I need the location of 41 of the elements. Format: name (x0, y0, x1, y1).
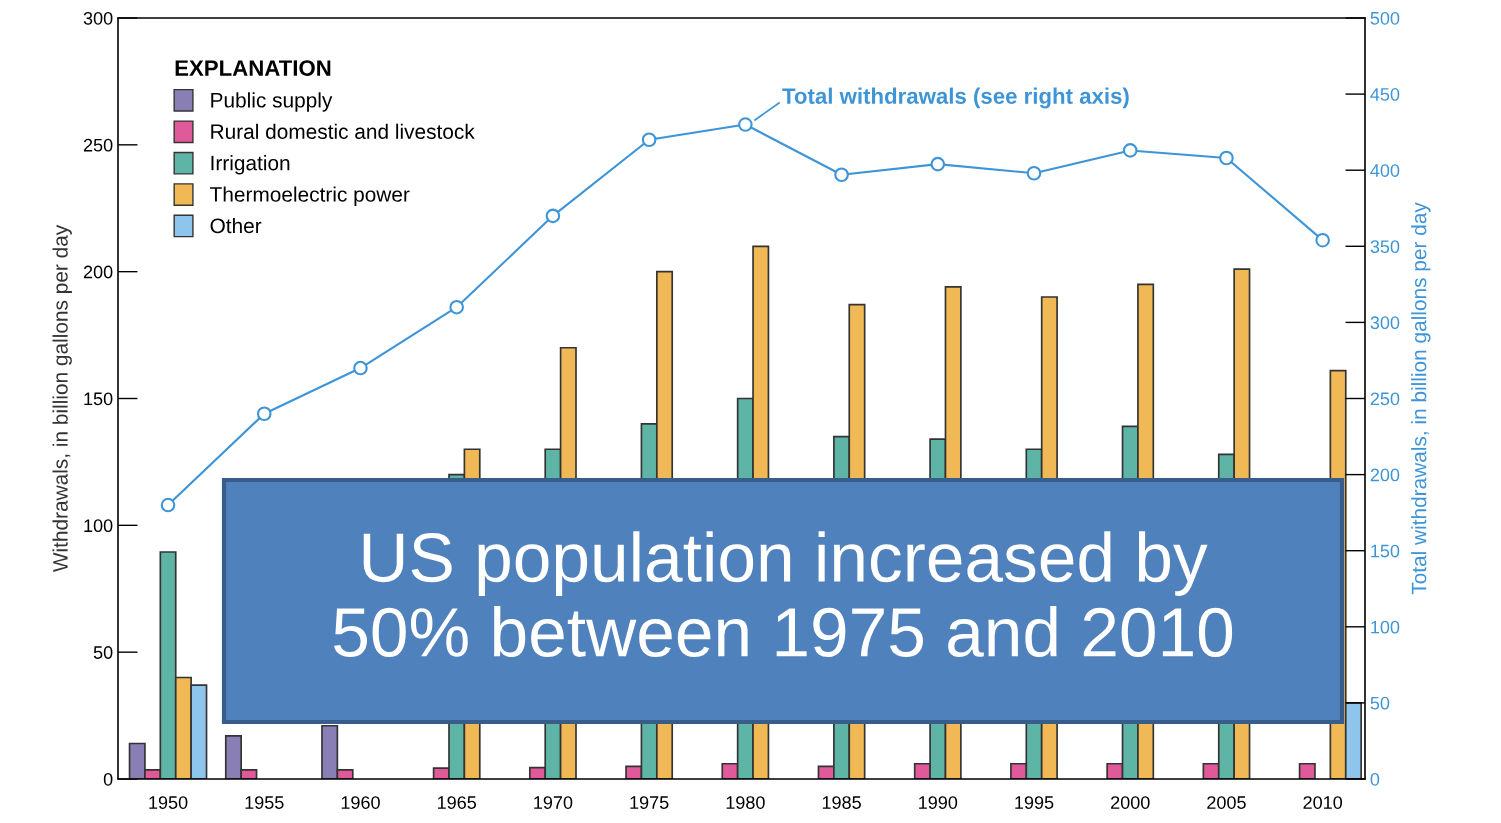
y2-tick-label: 200 (1370, 468, 1400, 482)
x-tick-label: 2000 (1111, 796, 1150, 809)
y-axis-title: Withdrawals, in billion gallons per day (52, 224, 72, 573)
y-tick-label: 150 (84, 392, 113, 406)
x-tick-label: 1990 (919, 796, 958, 809)
y2-tick-label: 0 (1370, 772, 1380, 786)
legend-label: Rural domestic and livestock (211, 123, 475, 139)
y2-tick-label: 500 (1370, 11, 1400, 25)
y-tick-label: 300 (83, 11, 113, 25)
y-tick-label: 200 (83, 265, 113, 279)
legend-label: Irrigation (211, 155, 290, 175)
y2-tick-label: 400 (1370, 164, 1400, 177)
y-tick-label: 250 (83, 138, 113, 152)
annotation: US population increased by 50% between 1975 and 2010 (334, 531, 1233, 658)
x-tick-label: 2010 (1303, 796, 1343, 809)
x-tick-label: 1950 (149, 796, 188, 809)
x-tick-label: 1975 (630, 796, 669, 809)
x-tick-label: 1995 (1015, 796, 1054, 809)
legend-label: Other (210, 217, 262, 234)
x-tick-label: 2005 (1207, 796, 1246, 809)
x-tick-label: 1965 (437, 796, 477, 809)
legend-label: Public supply (211, 92, 333, 112)
y2-tick-label: 300 (1370, 316, 1400, 330)
y2-tick-label: 250 (1370, 392, 1400, 406)
x-tick-label: 1955 (245, 796, 284, 809)
y2-tick-label: 350 (1370, 240, 1400, 254)
x-tick-label: 1985 (822, 796, 861, 809)
y2-axis-title: Total withdrawals, in billion gallons per day (1411, 202, 1431, 595)
y2-tick-label: 50 (1370, 696, 1390, 710)
y2-tick-label: 100 (1371, 620, 1400, 634)
x-tick-label: 1960 (341, 796, 380, 809)
x-tick-label: 1970 (534, 796, 573, 809)
y-tick-label: 100 (84, 519, 113, 533)
x-tick-label: 1980 (726, 796, 765, 809)
legend-label: Thermoelectric power (210, 186, 410, 206)
y2-tick-label: 450 (1370, 88, 1400, 101)
y-tick-label: 50 (93, 646, 113, 659)
y2-tick-label: 150 (1371, 544, 1400, 558)
legend-title: EXPLANATION (175, 60, 331, 76)
annotation: Total withdrawals (see right axis) (782, 87, 1129, 109)
y-tick-label: 0 (103, 772, 113, 786)
